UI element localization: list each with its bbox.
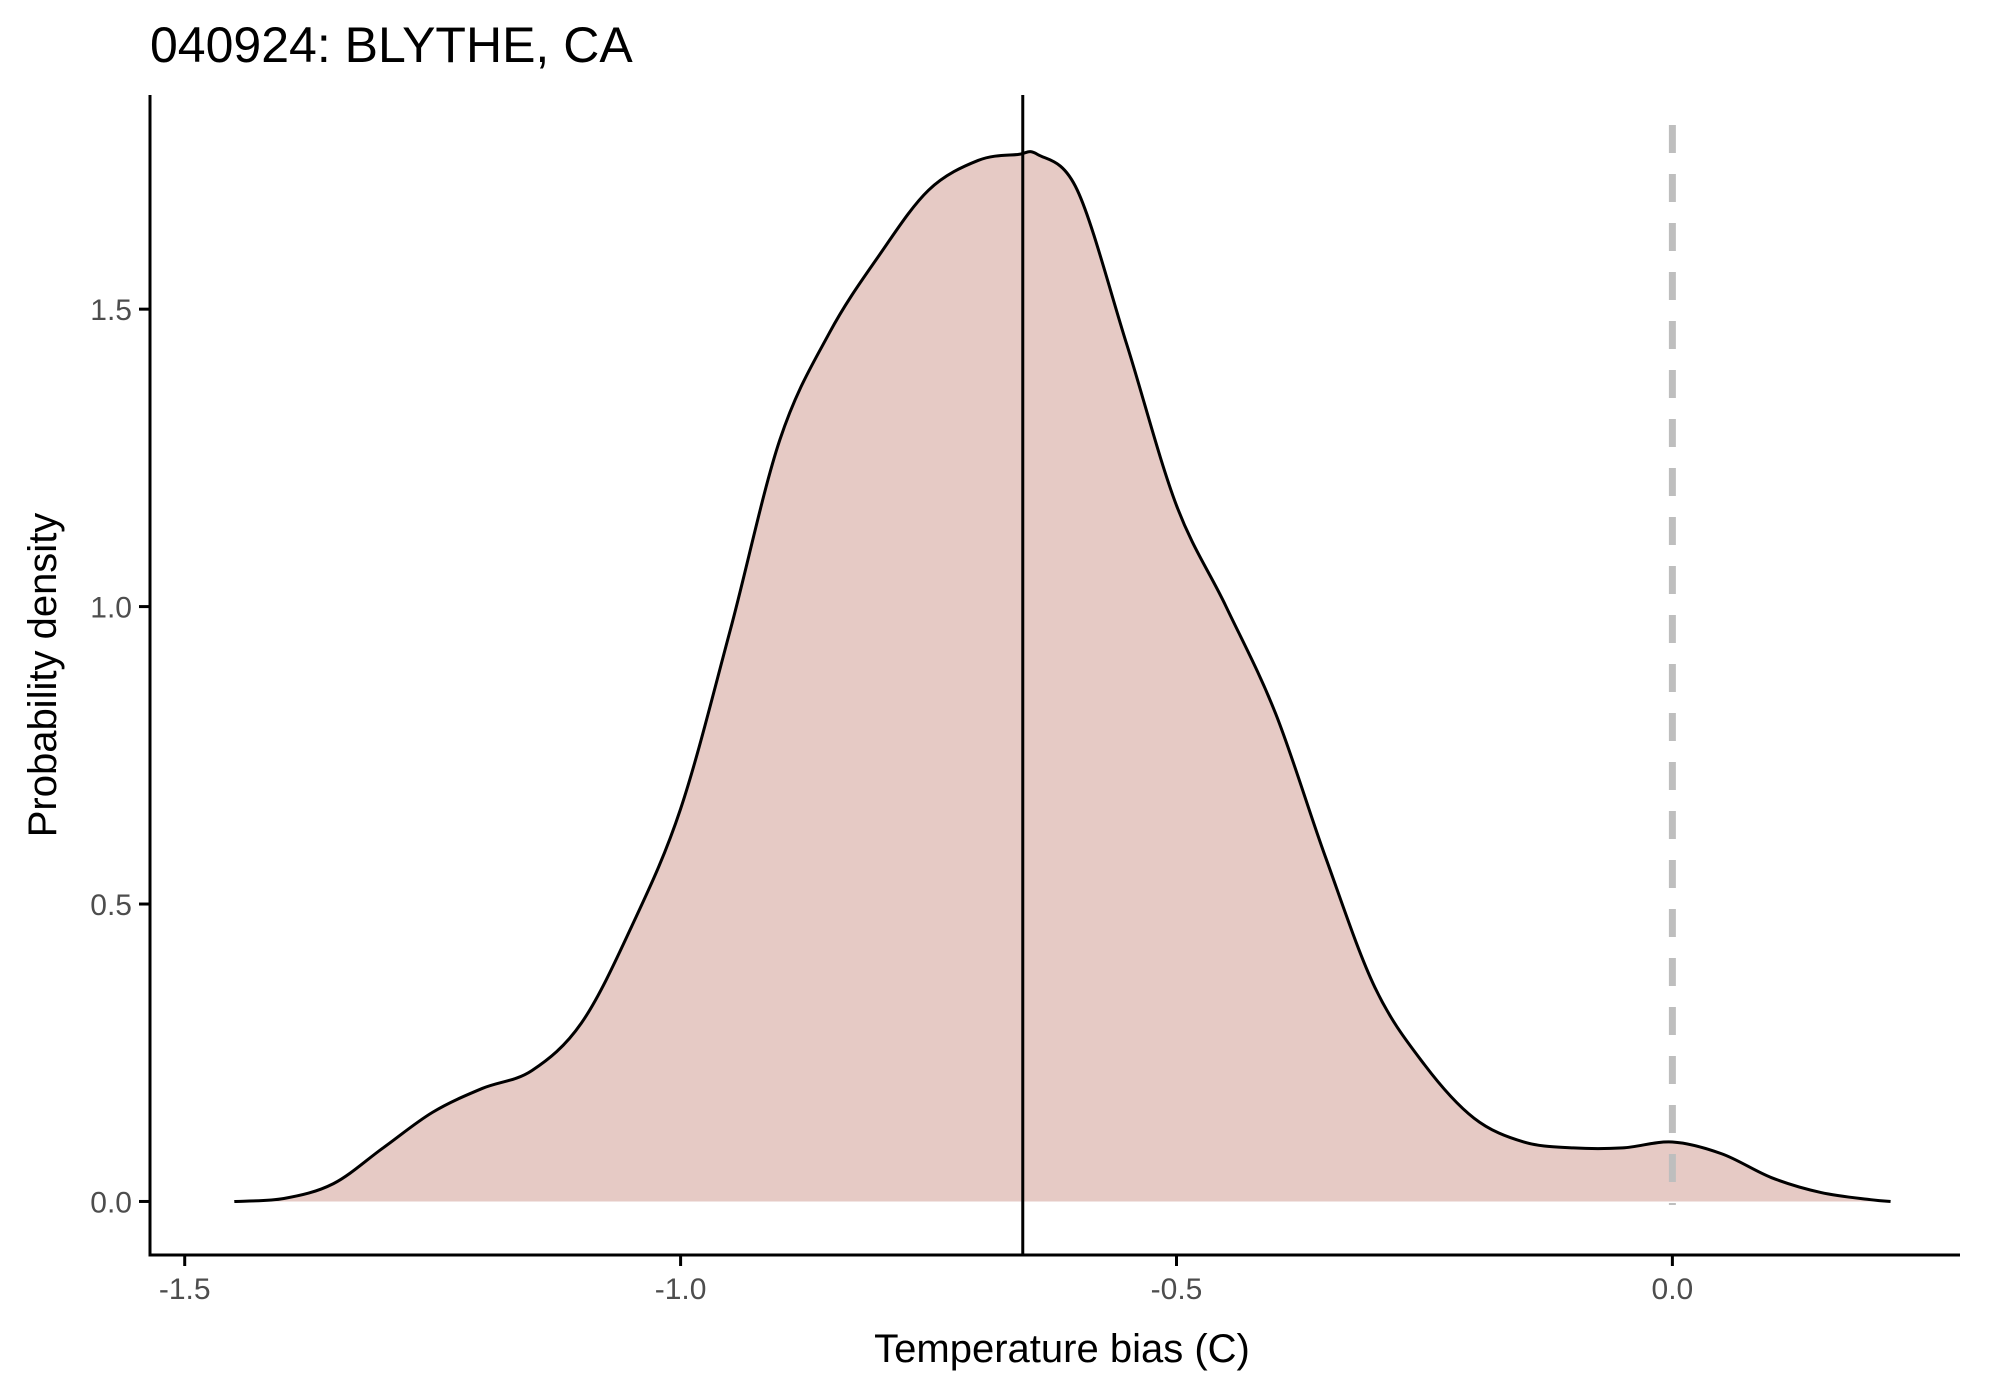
x-tick-label: -1.5	[159, 1273, 211, 1306]
chart-title: 040924: BLYTHE, CA	[150, 17, 633, 73]
x-axis-title: Temperature bias (C)	[874, 1327, 1250, 1371]
y-tick-label: 1.5	[90, 294, 132, 327]
y-tick-label: 0.0	[90, 1186, 132, 1219]
y-axis-title: Probability density	[21, 513, 65, 838]
x-tick-label: -1.0	[655, 1273, 707, 1306]
y-tick-label: 0.5	[90, 889, 132, 922]
x-tick-label: -0.5	[1151, 1273, 1203, 1306]
y-tick-label: 1.0	[90, 592, 132, 625]
density-curve	[234, 150, 1891, 1203]
x-tick-label: 0.0	[1652, 1273, 1694, 1306]
density-area	[234, 151, 1891, 1202]
